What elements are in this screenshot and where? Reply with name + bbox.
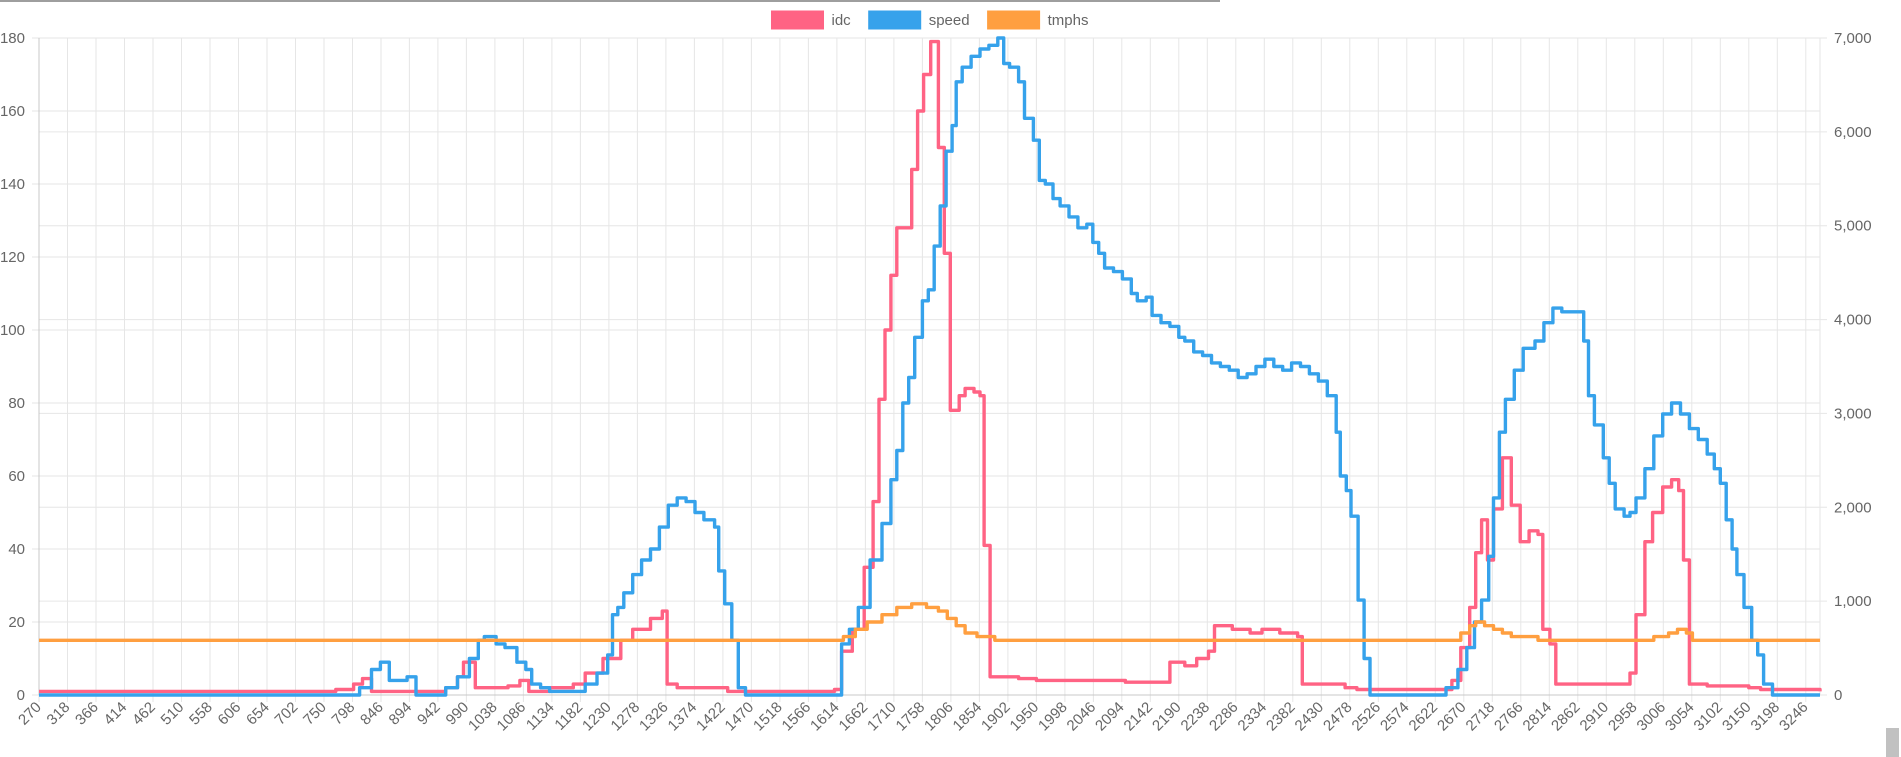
x-tick-label-1662: 1662 (836, 699, 872, 735)
right-tick-label-4000: 4,000 (1834, 312, 1872, 329)
legend-label-idc: idc (832, 12, 852, 29)
vertical-scrollbar[interactable] (1884, 0, 1901, 757)
x-tick-label-1614: 1614 (807, 699, 843, 735)
x-tick-label-1182: 1182 (551, 699, 586, 734)
x-tick-label-1518: 1518 (750, 699, 786, 735)
x-tick-label-414: 414 (101, 699, 131, 729)
series-line-idc (39, 39, 1822, 694)
x-tick-label-1806: 1806 (921, 699, 957, 735)
right-axis-ticks: 0 1,000 2,000 3,000 4,000 5,000 6,000 7,000 (1834, 30, 1872, 704)
x-tick-label-3246: 3246 (1776, 699, 1812, 735)
x-tick-label-2526: 2526 (1349, 699, 1385, 735)
chart-grid (32, 37, 1827, 702)
x-tick-label-1902: 1902 (978, 699, 1014, 735)
x-tick-label-1566: 1566 (779, 699, 815, 735)
x-tick-label-3198: 3198 (1748, 699, 1784, 735)
x-tick-label-702: 702 (272, 699, 302, 729)
left-tick-label-100: 100 (0, 322, 25, 339)
x-tick-label-318: 318 (44, 699, 74, 729)
x-tick-label-894: 894 (386, 699, 416, 729)
x-tick-label-654: 654 (243, 699, 273, 729)
chart-legend: idc speed tmphs (771, 10, 1089, 30)
left-tick-label-80: 80 (8, 395, 25, 412)
x-tick-label-558: 558 (186, 699, 216, 729)
x-tick-label-750: 750 (300, 699, 330, 729)
x-tick-label-2478: 2478 (1320, 699, 1356, 735)
x-tick-label-2046: 2046 (1064, 699, 1100, 735)
x-tick-label-2142: 2142 (1121, 699, 1157, 735)
x-tick-label-1710: 1710 (864, 699, 900, 735)
right-tick-label-1000: 1,000 (1834, 593, 1872, 610)
left-tick-label-0: 0 (17, 687, 25, 704)
legend-label-tmphs: tmphs (1048, 12, 1089, 29)
left-axis-ticks: 0 20 40 60 80 100 120 140 160 180 (0, 30, 25, 704)
x-tick-label-1470: 1470 (722, 699, 758, 735)
x-tick-label-2238: 2238 (1178, 699, 1214, 735)
x-tick-label-1758: 1758 (893, 699, 929, 735)
x-tick-label-606: 606 (215, 699, 245, 729)
x-tick-label-2334: 2334 (1235, 699, 1271, 735)
x-tick-label-366: 366 (72, 699, 102, 729)
legend-swatch-tmphs (987, 10, 1041, 30)
right-tick-label-2000: 2,000 (1834, 499, 1872, 516)
x-tick-label-462: 462 (129, 699, 159, 729)
x-tick-label-1950: 1950 (1007, 699, 1043, 735)
x-tick-label-2958: 2958 (1605, 699, 1641, 735)
x-tick-label-2670: 2670 (1434, 699, 1470, 735)
left-tick-label-120: 120 (0, 249, 25, 266)
right-tick-label-0: 0 (1834, 687, 1842, 704)
x-tick-label-1326: 1326 (636, 699, 672, 735)
legend-swatch-idc (771, 10, 824, 30)
left-tick-label-20: 20 (8, 614, 25, 631)
x-tick-label-2094: 2094 (1092, 699, 1128, 735)
x-axis-ticks: 2703183664144625105586066547027507988468… (15, 699, 1812, 735)
x-tick-label-3102: 3102 (1691, 699, 1727, 735)
x-tick-label-1422: 1422 (693, 699, 729, 735)
x-tick-label-2910: 2910 (1577, 699, 1613, 735)
x-tick-label-3006: 3006 (1634, 699, 1670, 735)
x-tick-label-1374: 1374 (665, 699, 701, 735)
series-line-tmphs (39, 602, 1820, 642)
x-tick-label-1278: 1278 (608, 699, 644, 735)
x-tick-label-2430: 2430 (1292, 699, 1328, 735)
x-tick-label-2718: 2718 (1463, 699, 1499, 735)
x-tick-label-1854: 1854 (950, 699, 986, 735)
left-tick-label-40: 40 (8, 541, 25, 558)
x-tick-label-3054: 3054 (1662, 699, 1698, 735)
left-tick-label-140: 140 (0, 176, 25, 193)
x-tick-label-2766: 2766 (1491, 699, 1527, 735)
right-tick-label-6000: 6,000 (1834, 124, 1872, 141)
x-tick-label-2862: 2862 (1548, 699, 1584, 735)
right-tick-label-3000: 3,000 (1834, 405, 1872, 422)
x-tick-label-510: 510 (158, 699, 188, 729)
left-tick-label-160: 160 (0, 103, 25, 120)
x-tick-label-942: 942 (414, 699, 444, 729)
x-tick-label-1038: 1038 (465, 699, 501, 735)
x-tick-label-2622: 2622 (1406, 699, 1442, 735)
x-tick-label-3150: 3150 (1719, 699, 1755, 735)
x-tick-label-1134: 1134 (523, 699, 558, 734)
left-tick-label-180: 180 (0, 30, 25, 47)
right-tick-label-7000: 7,000 (1834, 30, 1872, 47)
x-tick-label-1086: 1086 (494, 699, 530, 735)
x-tick-label-1998: 1998 (1035, 699, 1071, 735)
x-tick-label-798: 798 (329, 699, 359, 729)
left-tick-label-60: 60 (8, 468, 25, 485)
x-tick-label-2574: 2574 (1377, 699, 1413, 735)
x-tick-label-2190: 2190 (1149, 699, 1185, 735)
x-tick-label-2814: 2814 (1520, 699, 1556, 735)
x-tick-label-846: 846 (357, 699, 387, 729)
x-tick-label-1230: 1230 (579, 699, 615, 735)
top-rule (0, 0, 1220, 2)
legend-swatch-speed (868, 10, 922, 30)
x-tick-label-2382: 2382 (1263, 699, 1299, 735)
x-tick-label-2286: 2286 (1206, 699, 1242, 735)
scrollbar-thumb[interactable] (1886, 728, 1899, 757)
legend-label-speed: speed (929, 12, 970, 29)
series-line-speed (39, 36, 1820, 697)
right-tick-label-5000: 5,000 (1834, 218, 1872, 235)
chart-series (39, 36, 1822, 697)
